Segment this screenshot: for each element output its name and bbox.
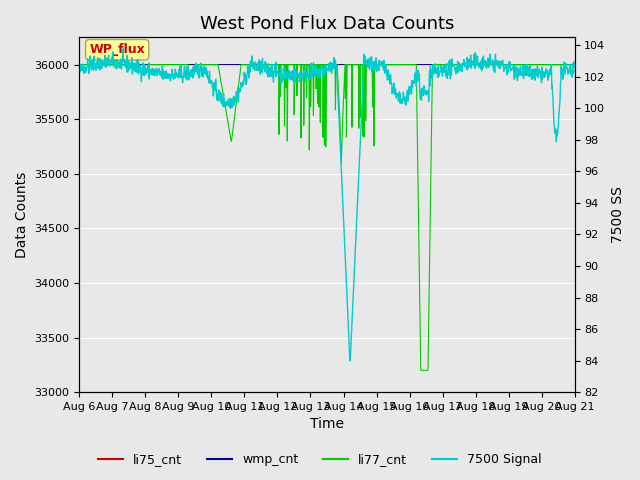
Text: WP_flux: WP_flux bbox=[90, 43, 145, 56]
Y-axis label: 7500 SS: 7500 SS bbox=[611, 186, 625, 243]
Title: West Pond Flux Data Counts: West Pond Flux Data Counts bbox=[200, 15, 454, 33]
X-axis label: Time: Time bbox=[310, 418, 344, 432]
Legend: li75_cnt, wmp_cnt, li77_cnt, 7500 Signal: li75_cnt, wmp_cnt, li77_cnt, 7500 Signal bbox=[93, 448, 547, 471]
Y-axis label: Data Counts: Data Counts bbox=[15, 172, 29, 258]
